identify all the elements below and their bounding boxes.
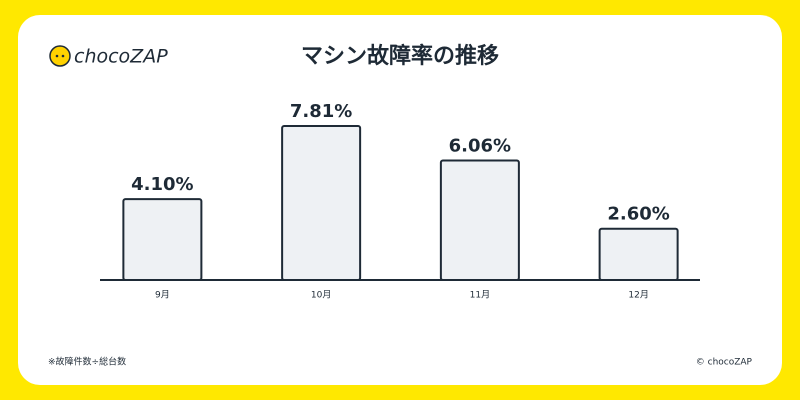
bar [122,198,203,281]
bar [598,227,679,281]
footnote: ※故障件数÷総台数 [48,356,126,368]
card [18,15,782,385]
chart-title: マシン故障率の推移 [301,43,499,69]
value-label: 7.81% [290,101,352,122]
logo-icon [49,45,71,67]
value-label: 4.10% [131,174,193,195]
value-label: 6.06% [449,136,511,157]
value-label: 2.60% [607,204,669,225]
bar [439,159,520,282]
x-tick-label: 9月 [155,290,170,301]
copyright: © chocoZAP [696,358,753,368]
logo-text: chocoZAP [74,46,168,68]
x-tick-label: 11月 [470,290,490,301]
x-tick-label: 12月 [628,290,648,301]
x-tick-label: 10月 [311,290,331,301]
bar [281,125,362,281]
